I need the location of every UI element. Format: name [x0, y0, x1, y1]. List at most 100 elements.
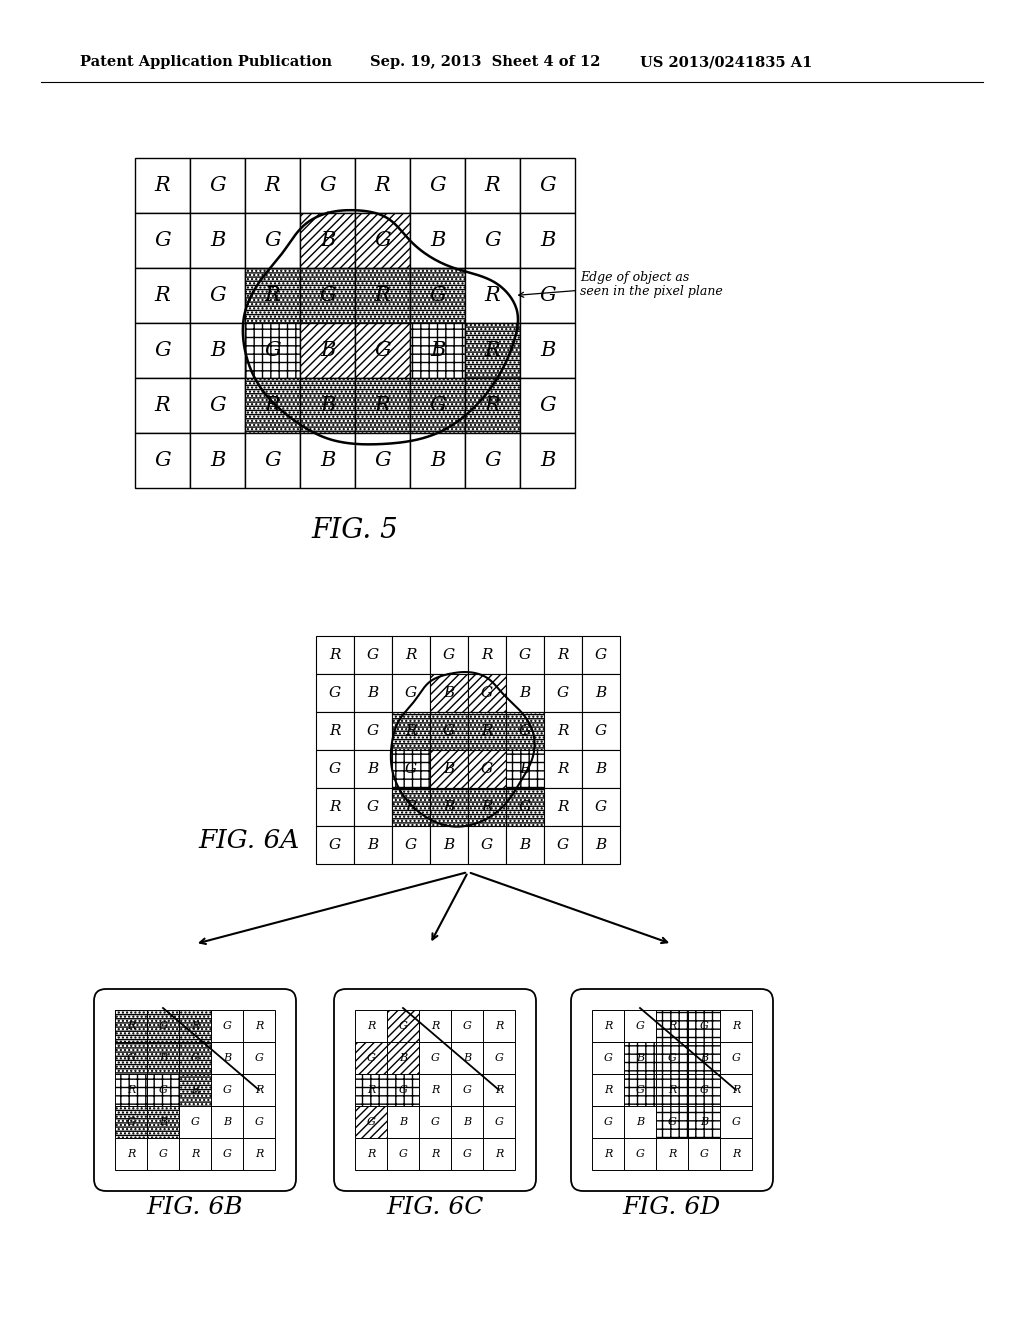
Text: R: R	[732, 1148, 740, 1159]
Bar	[135, 158, 190, 213]
Bar	[392, 750, 430, 788]
Bar	[520, 158, 575, 213]
Bar	[430, 788, 468, 826]
Bar	[147, 1138, 179, 1170]
Bar	[506, 788, 544, 826]
Bar	[387, 1010, 419, 1041]
Bar	[465, 268, 520, 323]
Bar	[582, 750, 620, 788]
Bar	[410, 158, 465, 213]
Text: G: G	[519, 800, 531, 814]
Text: B: B	[595, 838, 606, 851]
Bar	[355, 378, 410, 433]
Bar	[211, 1074, 243, 1106]
Bar	[688, 1138, 720, 1170]
Bar	[582, 675, 620, 711]
Text: G: G	[668, 1053, 677, 1063]
Text: G: G	[190, 1053, 200, 1063]
Text: G: G	[398, 1085, 408, 1096]
Text: G: G	[603, 1053, 612, 1063]
Text: B: B	[319, 451, 335, 470]
Text: G: G	[404, 838, 417, 851]
Text: G: G	[731, 1053, 740, 1063]
Bar	[465, 378, 520, 433]
Text: G: G	[429, 396, 445, 414]
Text: B: B	[399, 1117, 408, 1127]
Text: G: G	[222, 1085, 231, 1096]
Bar	[430, 711, 468, 750]
Bar	[520, 433, 575, 488]
Bar	[387, 1074, 419, 1106]
Text: R: R	[255, 1085, 263, 1096]
Bar	[392, 711, 430, 750]
Text: R: R	[375, 176, 390, 195]
Text: B: B	[368, 762, 379, 776]
Bar	[115, 1041, 147, 1074]
Bar	[300, 378, 355, 433]
Bar	[147, 1106, 179, 1138]
Text: G: G	[127, 1053, 135, 1063]
Bar	[506, 788, 544, 826]
Text: R: R	[127, 1085, 135, 1096]
Text: G: G	[481, 686, 494, 700]
Text: B: B	[700, 1053, 708, 1063]
Bar	[355, 213, 410, 268]
Text: G: G	[603, 1117, 612, 1127]
Bar	[354, 750, 392, 788]
Text: R: R	[481, 723, 493, 738]
Bar	[211, 1138, 243, 1170]
Text: FIG. 6B: FIG. 6B	[146, 1196, 244, 1220]
Bar	[245, 268, 300, 323]
Text: B: B	[399, 1053, 408, 1063]
Text: R: R	[431, 1148, 439, 1159]
Text: G: G	[264, 451, 281, 470]
Text: G: G	[264, 341, 281, 360]
Bar	[720, 1010, 752, 1041]
Text: B: B	[463, 1053, 471, 1063]
Bar	[245, 323, 300, 378]
Bar	[245, 268, 300, 323]
Bar	[179, 1010, 211, 1041]
Bar	[592, 1074, 624, 1106]
Text: B: B	[159, 1117, 167, 1127]
Text: B: B	[319, 231, 335, 249]
Bar	[243, 1106, 275, 1138]
Bar	[520, 378, 575, 433]
Bar	[190, 158, 245, 213]
Bar	[179, 1074, 211, 1106]
Text: R: R	[495, 1020, 503, 1031]
Bar	[392, 636, 430, 675]
Bar	[300, 268, 355, 323]
Bar	[624, 1041, 656, 1074]
Bar	[656, 1106, 688, 1138]
Bar	[316, 826, 354, 865]
Bar	[147, 1041, 179, 1074]
Bar	[355, 1010, 387, 1041]
Text: R: R	[367, 1020, 375, 1031]
Bar	[656, 1010, 688, 1041]
Text: G: G	[699, 1020, 709, 1031]
Bar	[451, 1041, 483, 1074]
Bar	[592, 1138, 624, 1170]
Text: G: G	[519, 723, 531, 738]
Bar	[468, 788, 506, 826]
Text: G: G	[159, 1085, 168, 1096]
Bar	[410, 268, 465, 323]
Bar	[688, 1041, 720, 1074]
Bar	[190, 323, 245, 378]
Bar	[147, 1074, 179, 1106]
Bar	[115, 1074, 147, 1106]
Bar	[115, 1074, 147, 1106]
Text: G: G	[540, 396, 556, 414]
Text: R: R	[330, 800, 341, 814]
Bar	[419, 1106, 451, 1138]
Text: G: G	[319, 286, 336, 305]
Text: FIG. 6C: FIG. 6C	[386, 1196, 483, 1220]
Bar	[451, 1010, 483, 1041]
Bar	[688, 1074, 720, 1106]
Text: G: G	[699, 1085, 709, 1096]
Text: R: R	[127, 1148, 135, 1159]
Text: G: G	[155, 341, 171, 360]
Bar	[592, 1041, 624, 1074]
Bar	[115, 1106, 147, 1138]
